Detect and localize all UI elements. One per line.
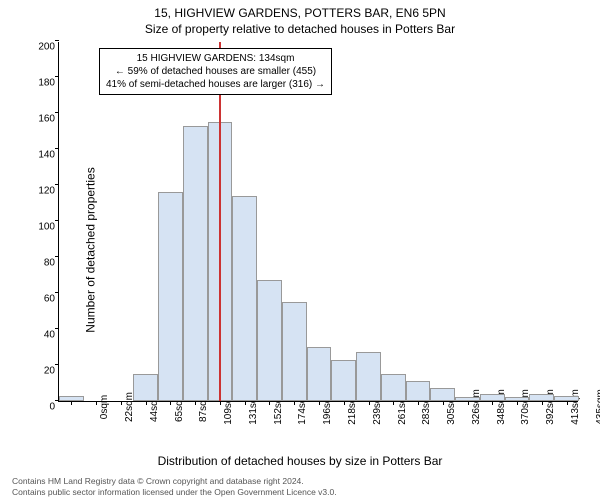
y-tick-mark (55, 292, 59, 293)
y-tick-label: 120 (38, 186, 59, 197)
y-tick-label: 200 (38, 42, 59, 53)
plot-area: 0204060801001201401601802000sqm22sqm44sq… (58, 42, 578, 402)
histogram-bar (529, 394, 554, 401)
info-line2: ← 59% of detached houses are smaller (45… (106, 65, 325, 78)
y-tick-label: 140 (38, 150, 59, 161)
y-tick-label: 40 (44, 330, 59, 341)
x-tick-mark (269, 401, 270, 405)
x-tick-mark (170, 401, 171, 405)
x-tick-mark (294, 401, 295, 405)
y-tick-label: 180 (38, 78, 59, 89)
chart-title-line1: 15, HIGHVIEW GARDENS, POTTERS BAR, EN6 5… (0, 6, 600, 20)
x-tick-mark (121, 401, 122, 405)
y-tick-label: 60 (44, 294, 59, 305)
histogram-bar (331, 360, 356, 401)
x-tick-mark (369, 401, 370, 405)
x-tick-mark (319, 401, 320, 405)
histogram-bar (480, 394, 505, 401)
histogram-bar (430, 388, 455, 401)
x-tick-mark (393, 401, 394, 405)
x-tick-mark (443, 401, 444, 405)
x-axis-label: Distribution of detached houses by size … (0, 454, 600, 468)
y-tick-mark (55, 256, 59, 257)
histogram-bar (455, 397, 480, 401)
x-tick-mark (517, 401, 518, 405)
histogram-bar (257, 280, 282, 401)
x-tick-mark (146, 401, 147, 405)
y-tick-mark (55, 364, 59, 365)
info-line3: 41% of semi-detached houses are larger (… (106, 78, 325, 91)
y-tick-mark (55, 148, 59, 149)
chart-container: 15, HIGHVIEW GARDENS, POTTERS BAR, EN6 5… (0, 0, 600, 500)
y-tick-label: 100 (38, 222, 59, 233)
x-tick-mark (96, 401, 97, 405)
x-tick-mark (220, 401, 221, 405)
histogram-bar (356, 352, 381, 401)
histogram-bar (282, 302, 307, 401)
histogram-bar (307, 347, 332, 401)
histogram-bar (232, 196, 257, 401)
y-tick-mark (55, 220, 59, 221)
x-tick-mark (71, 401, 72, 405)
x-tick-mark (245, 401, 246, 405)
property-marker-line (219, 42, 221, 401)
info-line1: 15 HIGHVIEW GARDENS: 134sqm (106, 52, 325, 65)
y-tick-label: 0 (49, 402, 59, 413)
x-tick-label: 435sqm (567, 389, 600, 425)
histogram-bar (133, 374, 158, 401)
x-tick-mark (542, 401, 543, 405)
histogram-bar (158, 192, 183, 401)
chart-title-line2: Size of property relative to detached ho… (0, 22, 600, 36)
histogram-bar (381, 374, 406, 401)
footer-text: Contains HM Land Registry data © Crown c… (12, 476, 337, 498)
y-tick-label: 80 (44, 258, 59, 269)
property-info-box: 15 HIGHVIEW GARDENS: 134sqm← 59% of deta… (99, 48, 332, 95)
x-tick-mark (418, 401, 419, 405)
y-tick-mark (55, 40, 59, 41)
x-tick-mark (492, 401, 493, 405)
histogram-bar (554, 396, 579, 401)
y-tick-label: 20 (44, 366, 59, 377)
x-tick-mark (344, 401, 345, 405)
y-tick-mark (55, 76, 59, 77)
histogram-bar (183, 126, 208, 401)
x-tick-mark (468, 401, 469, 405)
histogram-bar (406, 381, 431, 401)
y-tick-mark (55, 112, 59, 113)
y-tick-mark (55, 184, 59, 185)
y-tick-mark (55, 328, 59, 329)
histogram-bar (59, 396, 84, 401)
footer-line2: Contains public sector information licen… (12, 487, 337, 498)
x-tick-mark (195, 401, 196, 405)
histogram-bar (505, 397, 530, 401)
x-tick-mark (567, 401, 568, 405)
y-tick-label: 160 (38, 114, 59, 125)
footer-line1: Contains HM Land Registry data © Crown c… (12, 476, 337, 487)
